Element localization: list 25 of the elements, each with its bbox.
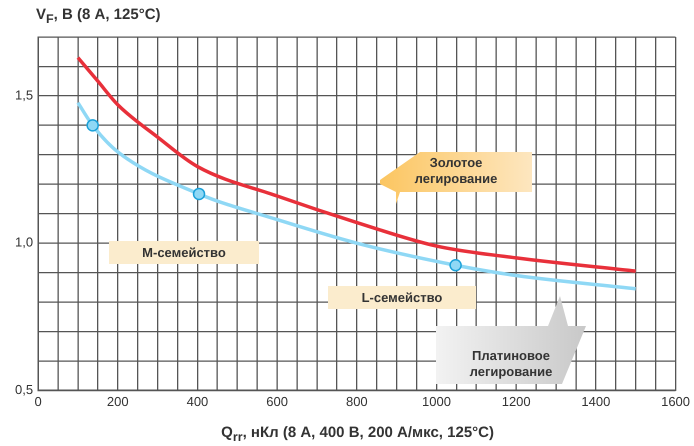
annotation: Платиновое легирование	[468, 348, 554, 380]
x-tick-label: 1600	[661, 394, 690, 409]
x-tick-label: 1200	[502, 394, 531, 409]
x-tick-label: 0	[34, 394, 42, 409]
y-tick-label: 0,5	[14, 382, 34, 397]
x-tick-label: 600	[266, 394, 288, 409]
point	[86, 119, 99, 132]
line-series	[76, 56, 638, 273]
x-tick-label: 200	[106, 394, 129, 409]
x-tick-label: 400	[186, 394, 208, 409]
point	[192, 188, 206, 200]
y-axis-title: V$_{F}$, В (8 А, 125°C)	[36, 6, 161, 26]
label-box: M-семейство	[109, 241, 259, 264]
y-tick-label: 1,0	[14, 234, 34, 250]
annotation: M-семейство	[142, 244, 226, 260]
x-tick-label: 1000	[422, 394, 451, 409]
x-tick-label: 1400	[581, 394, 610, 409]
point	[449, 258, 462, 272]
y-tick-label: 1,5	[14, 87, 34, 102]
label-box: L-семейство	[328, 286, 476, 309]
annotation: Золотое легирование	[414, 155, 498, 187]
x-axis-title: Q$_{rr}$, нКл (8 А, 400 В, 200 А/мкс, 125°C)	[221, 424, 494, 444]
annotation: L-семейство	[362, 290, 442, 306]
line-series	[76, 100, 638, 291]
x-tick-label: 800	[346, 394, 368, 409]
